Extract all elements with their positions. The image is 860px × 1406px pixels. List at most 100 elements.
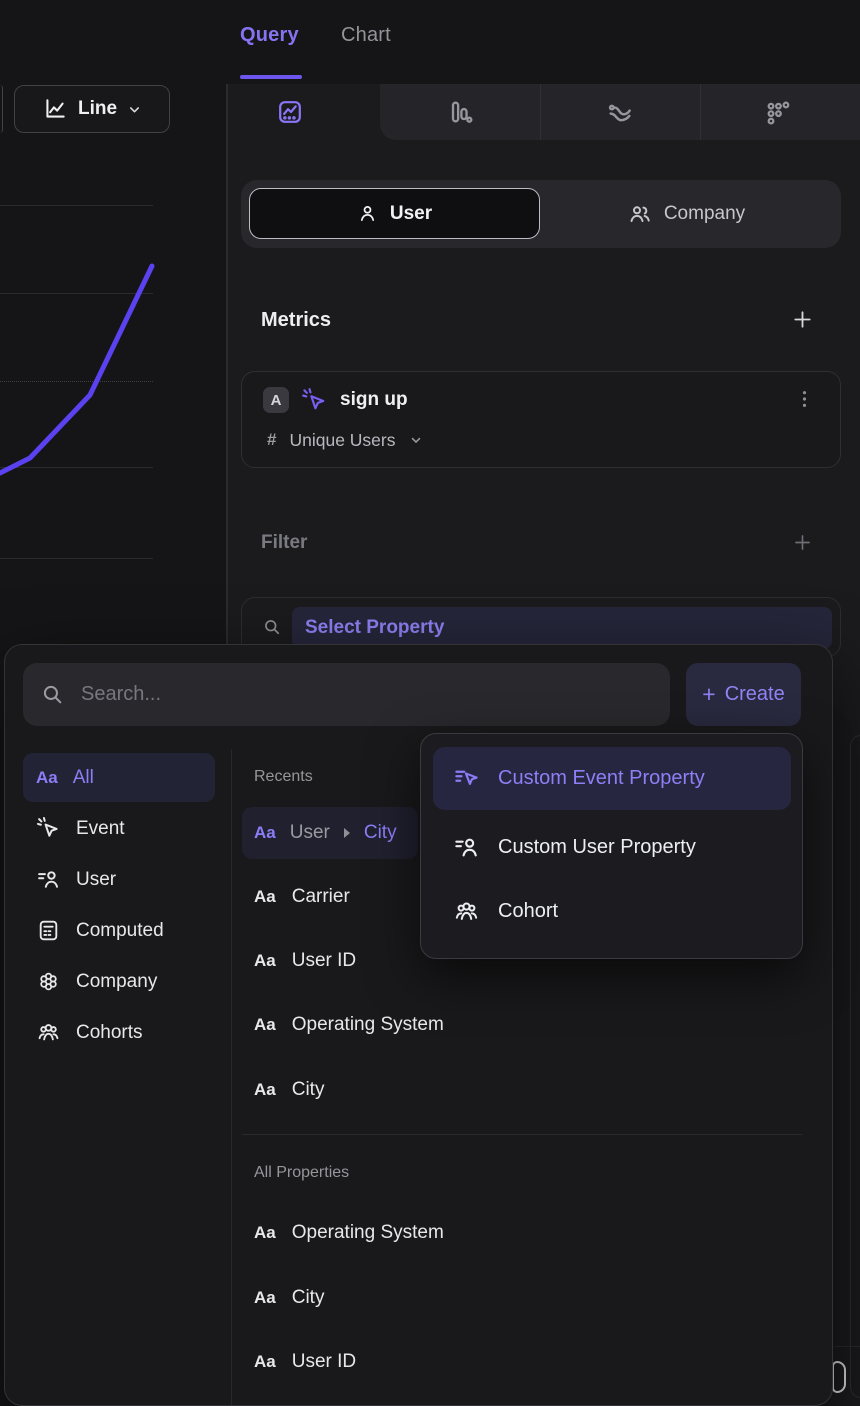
entity-segment-user[interactable]: User [249,188,540,239]
recent-item[interactable]: Aa User ID [254,950,357,971]
category-item-computed[interactable]: Computed [23,906,215,955]
create-button[interactable]: + Create [686,663,801,726]
filter-title: Filter [261,532,308,553]
property-path-child: City [363,822,397,843]
text-property-glyph: Aa [254,1080,276,1099]
flows-icon [606,98,634,126]
recent-item[interactable]: Aa City [254,1079,325,1100]
property-item[interactable]: Aa City [254,1287,325,1308]
category-item-event[interactable]: Event [23,804,215,853]
view-tab-separator [700,84,701,140]
event-spark-icon [301,387,328,414]
text-property-glyph: Aa [254,1352,276,1371]
category-item-cohorts[interactable]: Cohorts [23,1008,215,1057]
view-tab-retention[interactable] [764,98,792,126]
property-select-placeholder: Select Property [305,617,445,638]
text-property-glyph: Aa [254,887,276,906]
aggregation-selector[interactable]: # Unique Users [267,427,423,453]
numeric-hash-icon: # [267,430,277,449]
insights-icon [276,98,304,126]
entity-user-label: User [389,202,433,224]
metric-card[interactable]: A sign up # Unique Users [241,371,841,468]
aggregation-label: Unique Users [289,429,396,450]
user-property-icon [36,867,61,892]
keycap-fragment [832,1361,846,1393]
property-picker-panel: + Create Aa All Event [4,644,833,1406]
person-icon [357,203,378,224]
text-property-glyph: Aa [254,823,276,842]
property-item[interactable]: Aa User ID [254,1351,357,1372]
custom-event-property-icon [453,765,480,792]
view-tab-flows[interactable] [606,98,634,126]
line-chart-icon [42,96,68,122]
category-item-company[interactable]: Company [23,957,215,1006]
right-edge-divider [834,1346,860,1347]
series-badge: A [263,387,289,413]
category-item-user[interactable]: User [23,855,215,904]
plus-icon: + [702,681,716,707]
chart-gridline [0,558,153,559]
breadcrumb-arrow-icon [343,828,350,838]
picker-search[interactable] [23,663,670,726]
chart-gridline [0,467,153,468]
view-tab-separator [540,84,541,140]
add-filter-button[interactable] [792,532,813,553]
tab-chart[interactable]: Chart [341,24,391,46]
text-property-glyph: Aa [36,767,58,787]
metrics-title: Metrics [261,309,332,331]
company-cluster-icon [36,969,61,994]
recents-header: Recents [254,768,313,785]
tab-query[interactable]: Query [240,24,299,46]
search-icon [40,682,65,707]
chart-type-button[interactable]: Line [14,85,170,133]
chart-gridline [0,205,153,206]
kebab-menu-icon [795,386,814,412]
event-spark-icon [36,816,61,841]
chevron-down-icon [409,433,423,447]
recent-item[interactable]: Aa Carrier [254,886,350,907]
side-panel-fragment [850,735,860,1398]
entity-segment-company[interactable]: Company [540,180,833,248]
property-item[interactable]: Aa Operating System [254,1222,444,1243]
line-series [0,260,156,480]
recent-item[interactable]: Aa Operating System [254,1014,444,1035]
property-path-parent: User [289,822,330,843]
chart-type-label: Line [77,98,118,119]
category-item-all[interactable]: Aa All [23,753,215,802]
plus-icon [791,308,814,331]
menu-item-cohort[interactable]: Cohort [433,886,791,936]
custom-user-property-icon [453,834,480,861]
picker-divider [231,749,232,1405]
plus-icon [792,532,813,553]
chart-gridline [0,293,153,294]
entity-toggle: User Company [241,180,841,248]
menu-item-custom-event-property[interactable]: Custom Event Property [433,747,791,810]
chevron-down-icon [127,102,142,117]
toolbar-button-fragment[interactable] [0,85,3,133]
active-tab-underline [240,75,302,79]
all-properties-header: All Properties [254,1164,350,1181]
chart-gridline [0,381,153,382]
list-divider [242,1134,802,1135]
view-tab-insights[interactable] [276,98,304,126]
add-metric-button[interactable] [791,308,814,331]
panel-divider [226,84,228,645]
retention-icon [764,98,792,126]
property-select-input[interactable]: Select Property [292,607,832,649]
text-property-glyph: Aa [254,1288,276,1307]
property-search-input[interactable] [79,682,670,707]
bar-chart-icon [446,98,474,126]
search-icon [262,617,282,637]
recent-item-selected[interactable]: Aa User City [242,807,418,859]
view-tab-bar-chart[interactable] [446,98,474,126]
cohorts-icon [36,1020,61,1045]
metric-options-button[interactable] [795,386,814,412]
metric-event-name: sign up [340,389,408,410]
cohort-icon [453,898,480,925]
text-property-glyph: Aa [254,951,276,970]
menu-item-custom-user-property[interactable]: Custom User Property [433,822,791,872]
create-button-label: Create [724,683,785,705]
text-property-glyph: Aa [254,1015,276,1034]
text-property-glyph: Aa [254,1223,276,1242]
